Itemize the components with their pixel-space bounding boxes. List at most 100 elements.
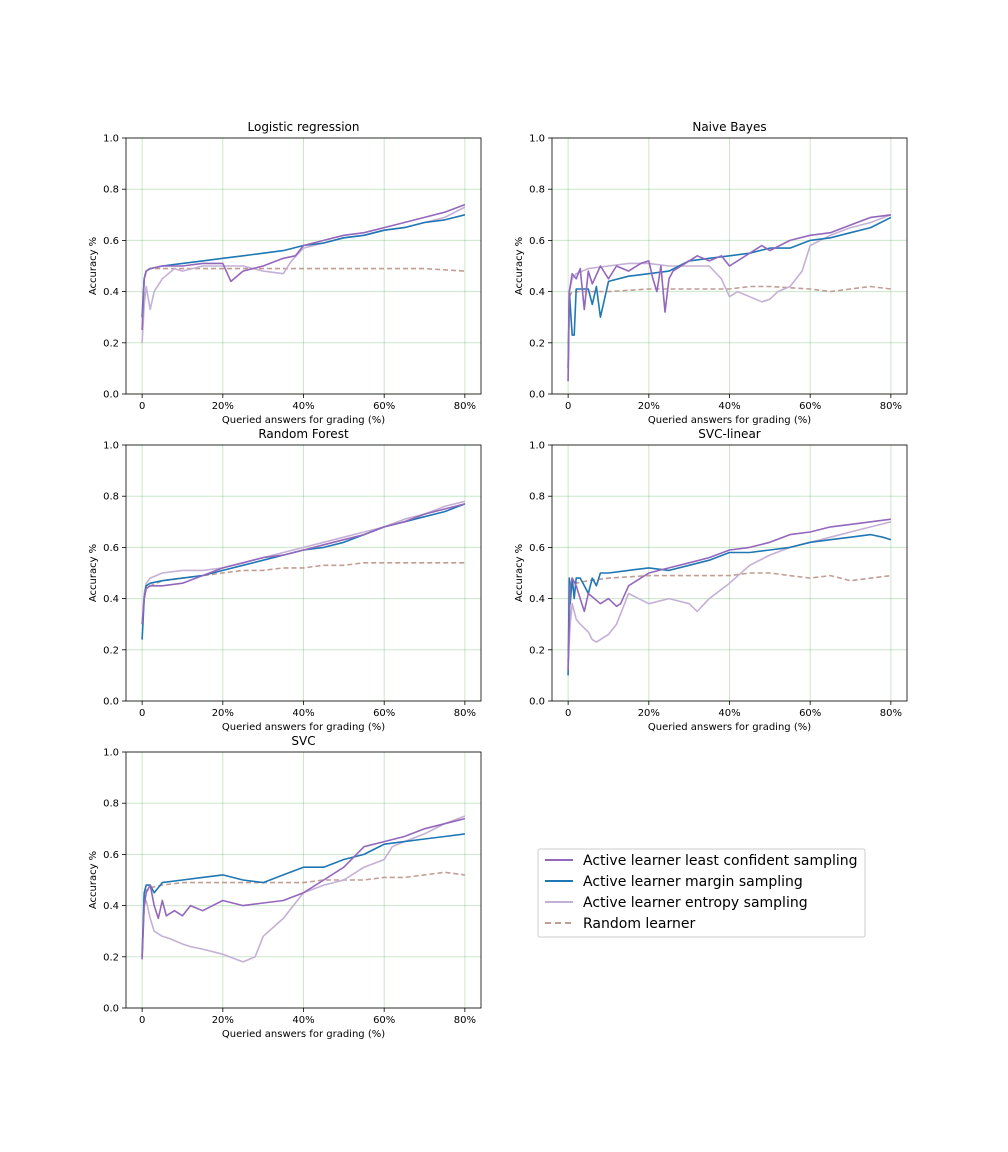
x-tick-label-logistic-regression-1: 20% [212,401,234,412]
y-axis-label-naive-bayes: Accuracy % [514,237,525,295]
y-tick-label-svc-linear-0: 0.0 [529,697,545,708]
y-tick-label-naive-bayes-0: 0.0 [529,390,545,401]
y-tick-label-svc-2: 0.4 [103,901,119,912]
plot-title-svc-linear: SVC-linear [698,427,761,441]
y-tick-label-logistic-regression-3: 0.6 [103,236,119,247]
y-axis-label-svc-linear: Accuracy % [514,544,525,602]
subplot-naive-bayes: 0 20% 40% 60% 80% 0.0 0.2 0.4 0.6 0.8 1.0 Naive Bay… [514,120,908,426]
series-line-least-confident-logistic-regression [141,203,466,331]
x-axis-label-naive-bayes: Queried answers for grading (%) [648,415,811,426]
x-tick-label-naive-bayes-2: 40% [718,401,740,412]
y-tick-label-svc-3: 0.6 [103,850,119,861]
x-axis-label-random-forest: Queried answers for grading (%) [222,722,385,733]
x-tick-label-logistic-regression-0: 0 [139,401,145,412]
legend-entry-random: Random learner [545,916,695,932]
x-tick-label-logistic-regression-3: 60% [373,401,395,412]
y-tick-label-svc-linear-3: 0.6 [529,543,545,554]
series-line-margin-svc [141,833,466,957]
series-line-random-random-forest [141,562,465,625]
y-axis-label-logistic-regression: Accuracy % [88,237,99,295]
series-line-least-confident-naive-bayes [567,214,892,382]
y-tick-label-svc-linear-2: 0.4 [529,594,545,605]
x-axis-label-svc: Queried answers for grading (%) [222,1029,385,1040]
series-line-entropy-svc [141,815,466,963]
x-tick-label-logistic-regression-4: 80% [454,401,476,412]
x-tick-label-naive-bayes-3: 60% [799,401,821,412]
y-tick-label-svc-linear-1: 0.2 [529,645,545,656]
x-tick-label-svc-linear-4: 80% [880,708,902,719]
series-line-margin-naive-bayes [567,216,892,369]
subplot-svc: 0 20% 40% 60% 80% 0.0 0.2 0.4 0.6 0.8 1.0 SVC Querie… [88,734,482,1040]
y-tick-label-naive-bayes-2: 0.4 [529,287,545,298]
x-tick-label-random-forest-3: 60% [373,708,395,719]
x-tick-label-svc-4: 80% [454,1015,476,1026]
plot-title-random-forest: Random Forest [258,427,349,441]
y-tick-label-random-forest-3: 0.6 [103,543,119,554]
x-axis-label-svc-linear: Queried answers for grading (%) [648,722,811,733]
y-axis-label-random-forest: Accuracy % [88,544,99,602]
y-tick-label-naive-bayes-5: 1.0 [529,134,545,145]
y-tick-label-logistic-regression-1: 0.2 [103,338,119,349]
y-tick-label-random-forest-1: 0.2 [103,645,119,656]
x-tick-label-svc-linear-1: 20% [638,708,660,719]
x-tick-label-svc-linear-0: 0 [565,708,571,719]
y-tick-label-random-forest-5: 1.0 [103,441,119,452]
legend: Active learner least confident sampling … [537,848,866,938]
legend-label-least-confident: Active learner least confident sampling [583,853,858,869]
legend-label-margin: Active learner margin sampling [583,874,803,890]
y-tick-label-random-forest-0: 0.0 [103,697,119,708]
y-tick-label-svc-linear-5: 1.0 [529,441,545,452]
y-tick-label-svc-5: 1.0 [103,748,119,759]
y-axis-label-svc: Accuracy % [88,851,99,909]
y-tick-label-svc-0: 0.0 [103,1004,119,1015]
series-line-least-confident-svc [141,817,466,960]
subplot-grid: 0 20% 40% 60% 80% 0.0 0.2 0.4 0.6 0.8 1.0 Logistic … [88,120,908,1040]
subplot-random-forest: 0 20% 40% 60% 80% 0.0 0.2 0.4 0.6 0.8 1.0 Random Fo… [88,427,482,733]
legend-entry-entropy: Active learner entropy sampling [545,895,808,911]
x-tick-label-svc-3: 60% [373,1015,395,1026]
legend-entry-least-confident: Active learner least confident sampling [545,853,858,869]
x-tick-label-random-forest-1: 20% [212,708,234,719]
x-tick-label-naive-bayes-4: 80% [880,401,902,412]
x-tick-label-random-forest-4: 80% [454,708,476,719]
x-tick-label-logistic-regression-2: 40% [292,401,314,412]
y-tick-label-svc-linear-4: 0.8 [529,492,545,503]
y-tick-label-svc-1: 0.2 [103,952,119,963]
y-tick-label-logistic-regression-4: 0.8 [103,185,119,196]
plot-title-naive-bayes: Naive Bayes [692,120,766,134]
legend-label-random: Random learner [583,916,695,932]
y-tick-label-logistic-regression-2: 0.4 [103,287,119,298]
plot-area-random-forest [126,445,481,701]
y-tick-label-naive-bayes-4: 0.8 [529,185,545,196]
series-line-entropy-random-forest [141,500,466,625]
x-axis-label-logistic-regression: Queried answers for grading (%) [222,415,385,426]
y-tick-label-naive-bayes-1: 0.2 [529,338,545,349]
y-tick-label-svc-4: 0.8 [103,799,119,810]
y-tick-label-logistic-regression-5: 1.0 [103,134,119,145]
series-line-random-svc [141,871,466,957]
series-line-least-confident-svc-linear [567,518,892,671]
series-line-entropy-naive-bayes [567,214,892,382]
x-tick-label-svc-0: 0 [139,1015,145,1026]
legend-entry-margin: Active learner margin sampling [545,874,803,890]
subplot-svc-linear: 0 20% 40% 60% 80% 0.0 0.2 0.4 0.6 0.8 1.0 SVC-linea… [514,427,908,733]
y-tick-label-naive-bayes-3: 0.6 [529,236,545,247]
x-tick-label-svc-2: 40% [292,1015,314,1026]
series-line-least-confident-random-forest [141,503,466,625]
x-tick-label-random-forest-0: 0 [139,708,145,719]
series-line-margin-svc-linear [567,533,892,676]
y-tick-label-random-forest-4: 0.8 [103,492,119,503]
x-tick-label-naive-bayes-0: 0 [565,401,571,412]
y-tick-label-logistic-regression-0: 0.0 [103,390,119,401]
subplot-logistic-regression: 0 20% 40% 60% 80% 0.0 0.2 0.4 0.6 0.8 1.0 Logistic … [88,120,482,426]
x-tick-label-svc-linear-3: 60% [799,708,821,719]
plot-title-logistic-regression: Logistic regression [248,120,360,134]
y-tick-label-random-forest-2: 0.4 [103,594,119,605]
legend-label-entropy: Active learner entropy sampling [583,895,808,911]
series-line-random-naive-bayes [567,285,891,369]
x-tick-label-naive-bayes-1: 20% [638,401,660,412]
x-tick-label-svc-1: 20% [212,1015,234,1026]
x-tick-label-random-forest-2: 40% [292,708,314,719]
legend-box [537,848,866,938]
